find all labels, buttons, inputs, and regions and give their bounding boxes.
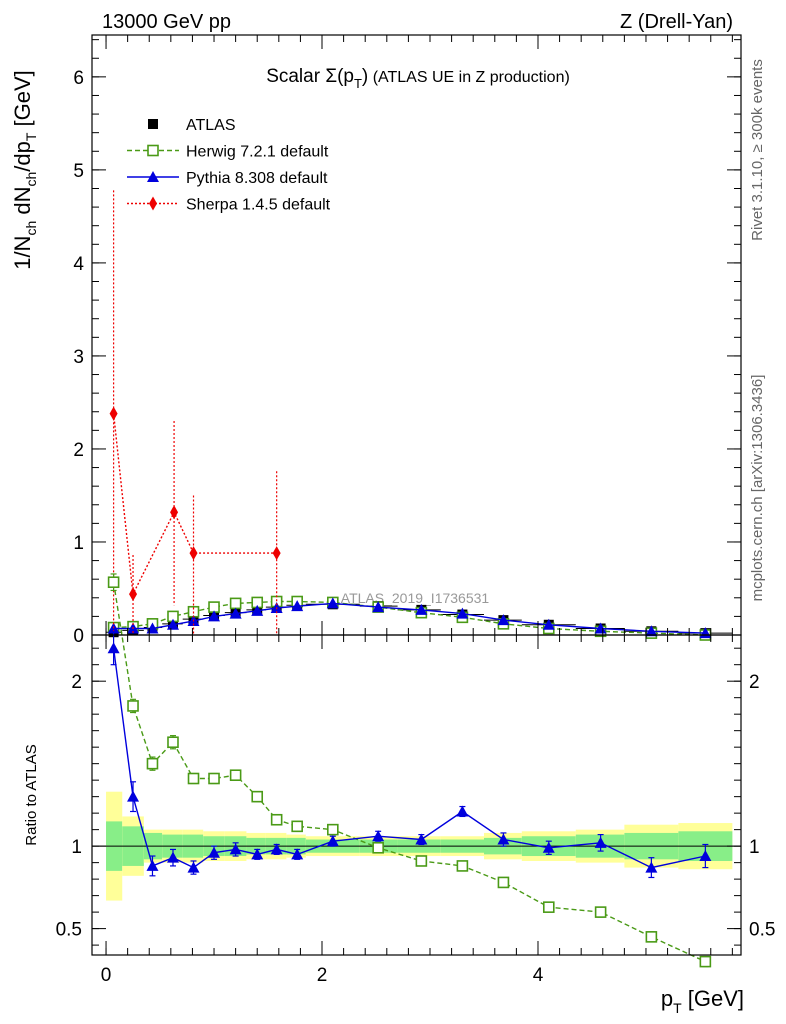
herwig-ratio-point	[372, 841, 384, 854]
legend-label-herwig: Herwig 7.2.1 default	[186, 144, 329, 161]
pythia-ratio-point	[372, 830, 385, 842]
legend-label-pythia: Pythia 8.308 default	[186, 170, 328, 187]
pythia-ratio-point	[208, 846, 221, 858]
pythia-ratio-point	[107, 642, 120, 654]
pythia-point	[542, 618, 555, 630]
pythia-point	[166, 618, 179, 630]
chart-title: Scalar Σ(pT) (ATLAS UE in Z production)	[266, 66, 570, 91]
y-tick-label: 4	[73, 254, 84, 275]
sherpa-point	[189, 546, 198, 561]
herwig-ratio-point	[187, 772, 200, 785]
herwig-ratio-point	[127, 700, 139, 712]
pythia-point	[372, 601, 385, 613]
pythia-ratio-point	[229, 843, 242, 855]
legend-marker-pythia	[147, 171, 159, 182]
pythia-point	[594, 622, 607, 634]
x-tick-label: 0	[101, 965, 112, 986]
herwig-ratio-point	[645, 931, 658, 943]
x-tick-label: 2	[317, 965, 328, 986]
header-right: Z (Drell-Yan)	[620, 11, 733, 33]
x-tick-label: 4	[533, 965, 544, 986]
legend-label-sherpa: Sherpa 1.4.5 default	[186, 197, 331, 214]
legend-marker-atlas	[148, 119, 158, 129]
pythia-ratio-point	[251, 848, 264, 860]
sherpa-point	[129, 587, 138, 602]
pythia-point	[251, 604, 264, 616]
header-left: 13000 GeV pp	[102, 11, 231, 33]
herwig-point	[229, 597, 242, 610]
mcplots-text: mcplots.cern.ch [arXiv:1306.3436]	[749, 375, 766, 602]
legend: ATLAS Herwig 7.2.1 default Pythia 8.308 de…	[127, 117, 331, 214]
y-tick-label: 2	[73, 440, 84, 461]
sherpa-point	[109, 406, 118, 421]
herwig-ratio-point	[594, 906, 607, 918]
pythia-point	[415, 603, 428, 615]
ratio-frame	[91, 634, 742, 956]
ratio-y-axis-label: Ratio to ATLAS	[23, 744, 40, 845]
ratio-tick-label: 2	[71, 672, 82, 693]
pythia-ratio-point	[166, 851, 179, 863]
herwig-ratio-point	[456, 860, 469, 872]
herwig-ratio-point	[542, 901, 555, 913]
sherpa-point	[272, 546, 281, 561]
y-tick-label: 5	[73, 161, 84, 182]
ratio-tick-label: 1	[71, 837, 82, 858]
herwig-ratio-point	[107, 576, 120, 589]
pythia-ratio-point	[456, 805, 469, 817]
pythia-point	[645, 625, 658, 637]
ratio-tick-label-right: 1	[749, 837, 760, 858]
pythia-point	[229, 607, 242, 619]
legend-label-atlas: ATLAS	[186, 117, 236, 134]
pythia-point	[208, 610, 221, 622]
herwig-ratio-point	[327, 823, 339, 836]
herwig-ratio-point	[229, 769, 242, 782]
watermark: ATLAS_2019_I1736531	[341, 590, 490, 606]
pythia-point	[456, 607, 469, 619]
herwig-ratio-line	[112, 582, 706, 963]
herwig-ratio-point	[415, 855, 428, 867]
pythia-ratio-point	[187, 861, 200, 873]
legend-marker-herwig	[147, 144, 159, 157]
herwig-ratio-point	[497, 876, 510, 889]
y-tick-label: 1	[73, 533, 84, 554]
pythia-ratio-point	[699, 850, 712, 862]
pythia-ratio-point	[270, 843, 283, 855]
pythia-ratio-point	[146, 859, 159, 871]
herwig-ratio-point	[251, 790, 264, 803]
herwig-ratio-point	[146, 757, 159, 770]
main-panel: 1/Nch dNch/dpT [GeV] Scalar Σ(pT) (ATLAS…	[10, 34, 742, 647]
pythia-ratio-point	[645, 861, 658, 873]
pythia-ratio-point	[497, 833, 510, 845]
herwig-ratio-point	[291, 820, 303, 833]
ratio-tick-label: 0.5	[56, 920, 82, 941]
herwig-ratio-point	[167, 736, 179, 749]
x-axis-label: pT [GeV]	[661, 986, 744, 1016]
pythia-ratio-point	[127, 790, 140, 802]
herwig-ratio-point	[699, 955, 712, 968]
ratio-tick-label-right: 0.5	[749, 920, 775, 941]
y-tick-label: 6	[73, 68, 84, 89]
pythia-ratio-point	[542, 841, 555, 853]
y-axis-label: 1/Nch dNch/dpT [GeV]	[10, 70, 39, 270]
y-tick-label: 0	[73, 626, 84, 647]
pythia-point	[497, 614, 510, 626]
pythia-ratio-point	[594, 836, 607, 848]
pythia-point	[291, 600, 304, 612]
pythia-ratio-point	[326, 835, 339, 847]
sherpa-line	[112, 413, 277, 597]
rivet-version-text: Rivet 3.1.10, ≥ 300k events	[749, 59, 766, 241]
y-tick-label: 3	[73, 347, 84, 368]
ratio-panel: Ratio to ATLAS 0 2 4 0.5 0.5 1 1 2 2	[23, 573, 775, 986]
legend-marker-sherpa	[149, 196, 157, 211]
herwig-ratio-point	[270, 813, 283, 826]
pythia-ratio-point	[415, 833, 428, 845]
pythia-ratio-point	[291, 848, 304, 860]
pythia-point	[326, 597, 339, 609]
herwig-ratio-point	[208, 772, 220, 785]
sherpa-point	[170, 505, 179, 520]
ratio-tick-label-right: 2	[749, 672, 760, 693]
